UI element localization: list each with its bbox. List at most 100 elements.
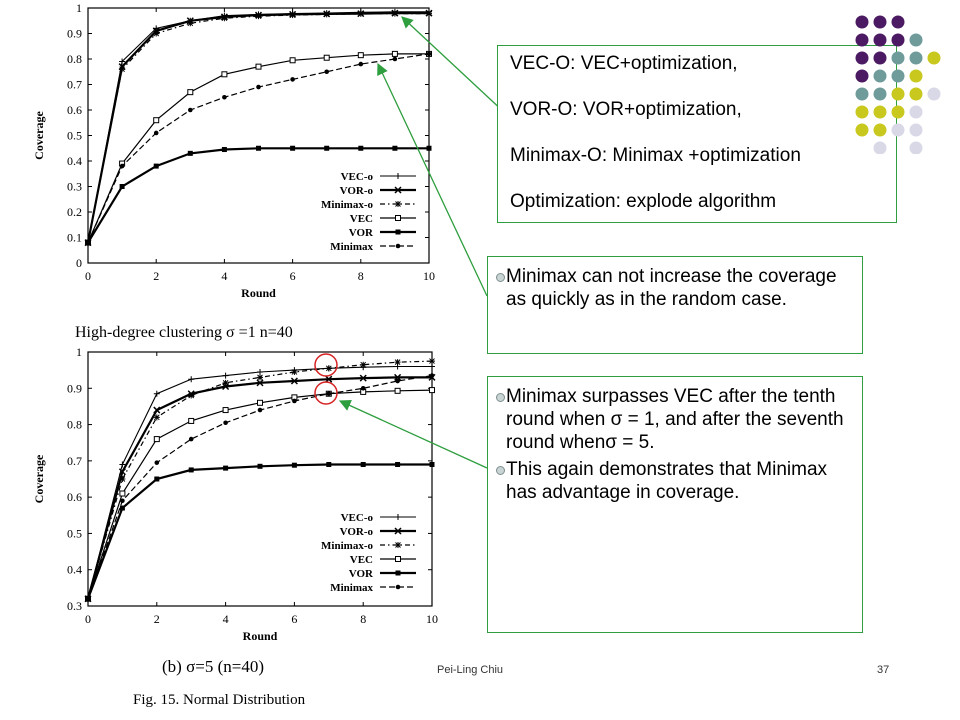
data-point: [429, 358, 435, 365]
data-point: [323, 11, 330, 18]
footer-author: Pei-Ling Chiu: [437, 664, 504, 676]
definition-vec-o: VEC-O: VEC+optimization,: [510, 53, 738, 74]
data-point: [119, 163, 125, 169]
decorative-dot: [873, 123, 887, 137]
y-axis-label: Coverage: [32, 454, 46, 503]
data-point: [392, 56, 398, 62]
data-point: [118, 468, 126, 476]
data-point: [85, 240, 91, 245]
data-point: [256, 379, 264, 387]
decorative-dot: [891, 87, 905, 101]
legend-swatch-marker: [395, 542, 401, 548]
legend-swatch-marker: [394, 186, 402, 194]
data-point: [426, 145, 432, 151]
data-point: [255, 63, 262, 70]
decorative-dot: [873, 51, 887, 65]
data-point: [222, 94, 227, 100]
data-point: [187, 150, 193, 156]
data-point: [153, 414, 160, 421]
y-axis-label: Coverage: [32, 111, 46, 160]
data-point: [154, 460, 160, 465]
y-tick-label: 0.6: [67, 490, 82, 504]
data-point: [221, 71, 228, 78]
data-point: [119, 66, 126, 73]
data-point: [257, 374, 263, 381]
decorative-dot: [909, 69, 923, 83]
x-tick-label: 6: [290, 269, 296, 283]
data-point: [290, 145, 296, 151]
data-point: [188, 376, 195, 383]
data-point: [289, 57, 296, 64]
data-point: [391, 10, 398, 17]
data-point: [357, 10, 364, 17]
series-minimax: [85, 51, 432, 245]
data-point: [85, 596, 91, 602]
legend-label: Minimax: [330, 582, 373, 594]
decorative-dot: [855, 15, 869, 29]
data-point: [188, 467, 194, 473]
data-point: [257, 399, 263, 406]
figure-caption: Fig. 15. Normal Distribution: [133, 692, 306, 708]
y-tick-label: 0.7: [67, 454, 82, 468]
series-vor-o: [84, 373, 436, 603]
decorative-dot: [855, 105, 869, 119]
data-point: [394, 373, 402, 381]
data-point: [223, 420, 228, 426]
y-tick-label: 0.7: [67, 78, 82, 92]
x-tick-label: 4: [223, 612, 229, 626]
data-point: [429, 363, 435, 370]
definition-minimax-o: Minimax-O: Minimax +optimization: [510, 145, 801, 166]
y-tick-label: 0.2: [67, 205, 82, 219]
decorative-dot: [891, 15, 905, 29]
data-point: [426, 51, 432, 57]
legend-swatch-marker: [395, 556, 401, 562]
legend-swatch-marker: [395, 570, 401, 576]
decorative-dot: [855, 33, 869, 47]
data-point: [360, 361, 367, 368]
data-point: [119, 58, 126, 65]
series-vec-o: [85, 363, 435, 602]
decorative-dot: [855, 123, 869, 137]
y-tick-label: 1: [76, 1, 82, 15]
data-point: [153, 30, 160, 37]
legend-label: VOR-o: [340, 185, 374, 197]
data-point: [325, 365, 332, 372]
y-tick-label: 0.8: [67, 418, 82, 432]
legend-label: VEC: [350, 213, 373, 225]
data-point: [324, 145, 330, 151]
legend-swatch-marker: [395, 173, 401, 179]
data-point: [153, 163, 159, 169]
series-vor-o: [84, 9, 433, 247]
coverage-chart-sigma5: 0.30.40.50.60.70.80.910 2 4 6 8 10RoundCovera…: [32, 345, 438, 643]
data-point: [429, 387, 435, 394]
data-point: [290, 377, 298, 385]
note-1: Minimax can not increase the coverage as…: [496, 265, 852, 311]
legend: VEC-o VOR-o Minimax-o VEC VOR Minimax: [321, 512, 416, 594]
data-point: [119, 461, 126, 468]
y-tick-label: 0.4: [67, 563, 82, 577]
series-minimax: [85, 373, 435, 602]
data-point: [326, 391, 332, 397]
data-point: [289, 12, 296, 19]
data-point: [324, 69, 330, 75]
legend-swatch-marker: [395, 584, 401, 590]
data-point: [187, 89, 194, 96]
data-point: [222, 379, 229, 386]
data-point: [153, 130, 159, 136]
data-point: [392, 145, 398, 151]
decorative-dot: [909, 123, 923, 137]
y-tick-label: 0.5: [67, 129, 82, 143]
y-tick-label: 0.4: [67, 154, 82, 168]
decorative-dot: [855, 69, 869, 83]
x-tick-label: 0: [85, 612, 91, 626]
y-tick-label: 0.3: [67, 180, 82, 194]
data-point: [221, 15, 228, 22]
data-point: [153, 436, 160, 443]
data-point: [222, 372, 229, 379]
legend-label: Minimax-o: [321, 199, 373, 211]
legend-swatch-marker: [394, 527, 402, 535]
legend-swatch-marker: [395, 201, 401, 207]
decorative-dot: [909, 105, 923, 119]
data-point: [291, 368, 298, 375]
